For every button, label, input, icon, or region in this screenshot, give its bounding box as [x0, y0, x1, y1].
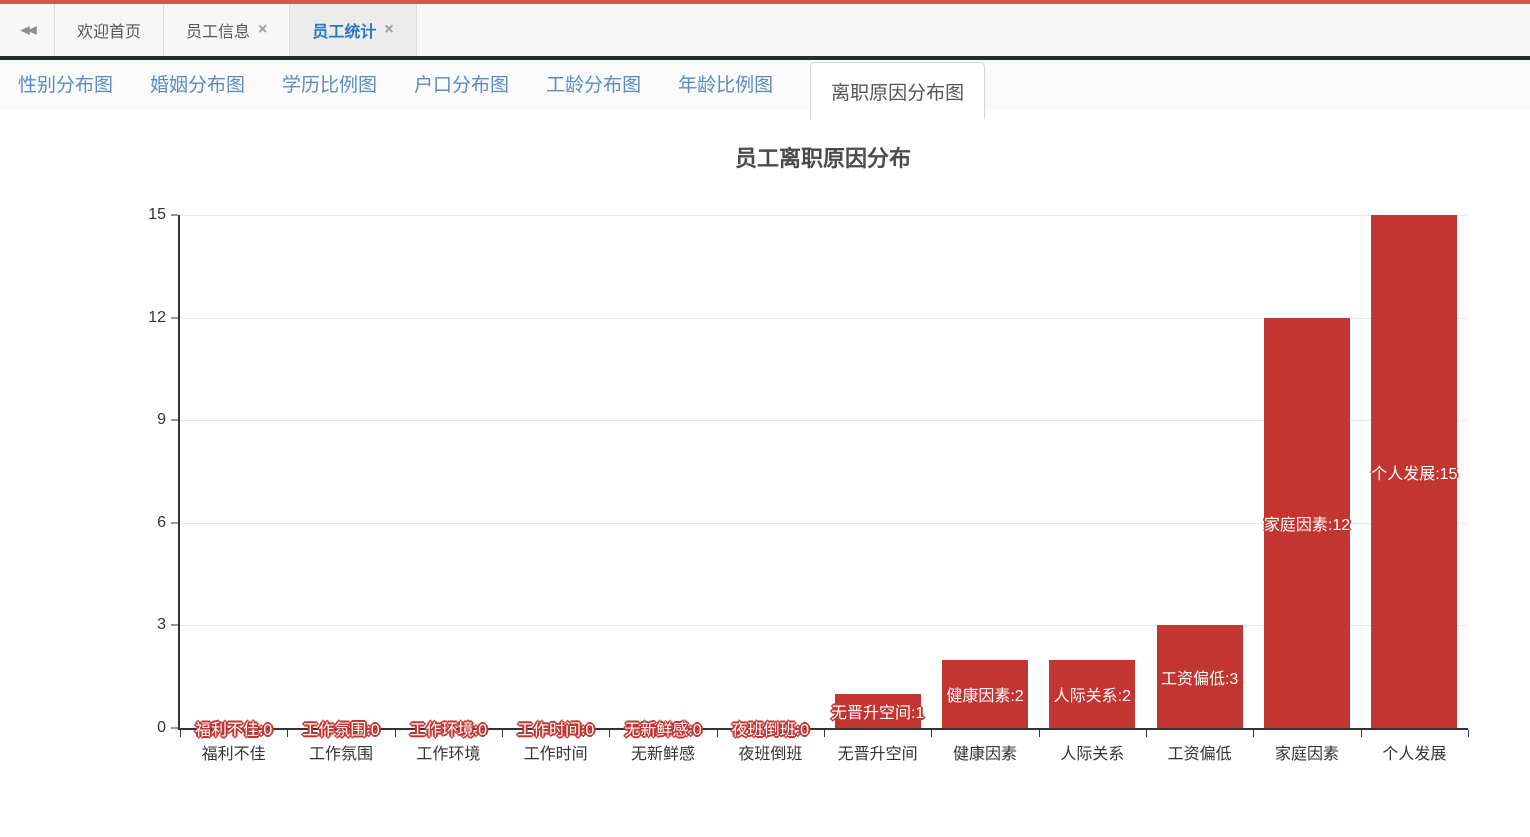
bar[interactable] — [942, 659, 1028, 728]
x-axis-tick — [1038, 730, 1040, 737]
y-axis-tick — [171, 214, 178, 216]
chart-title: 员工离职原因分布 — [734, 146, 911, 171]
bar[interactable] — [1264, 317, 1350, 728]
bar[interactable] — [834, 693, 921, 728]
y-axis-tick — [171, 419, 178, 421]
x-axis-category-label: 无晋升空间 — [837, 746, 918, 763]
subtab-marriage-distribution[interactable]: 婚姻分布图 — [150, 75, 246, 96]
close-icon[interactable]: × — [384, 21, 394, 38]
subtab-education-ratio[interactable]: 学历比例图 — [282, 75, 378, 96]
bar-value-label: 无新鲜感:0 — [624, 722, 702, 739]
bar-value-label: 个人发展:15 — [1371, 465, 1458, 483]
chart-type-tab-bar: 性别分布图 婚姻分布图 学历比例图 户口分布图 工龄分布图 年龄比例图 离职原因… — [0, 60, 1530, 119]
x-axis-category-label: 工作氛围 — [308, 746, 374, 763]
y-axis-tick — [171, 522, 178, 524]
x-axis-category-label: 无新鲜感 — [630, 746, 696, 763]
tabs-collapse-button[interactable]: ◀◀ — [0, 4, 55, 56]
bar-value-label: 家庭因素:12 — [1263, 516, 1351, 534]
x-axis-category-label: 个人发展 — [1382, 746, 1447, 763]
top-accent-bar — [0, 0, 1530, 4]
y-axis-label: 9 — [157, 411, 166, 429]
bar[interactable] — [1156, 625, 1243, 728]
x-axis-category-label: 家庭因素 — [1274, 746, 1340, 763]
bar-value-label: 夜班倒班:0 — [731, 722, 810, 739]
x-axis-category-label: 工作环境 — [416, 746, 481, 763]
gridline — [180, 522, 1468, 524]
window-tab-label: 员工统计 — [312, 24, 377, 41]
bar-chart-plot-area: 0 3 6 9 12 15 福利不佳:0 福利不佳 工作氛围:0 工作氛围 工作环境:0 工作环境 工作… — [148, 206, 1469, 763]
bar-value-label: 工作时间:0 — [516, 722, 595, 739]
bar-value-label: 无晋升空间:1 — [830, 704, 925, 722]
y-axis-label: 3 — [157, 616, 166, 634]
x-axis-tick — [1360, 730, 1362, 737]
window-tab-label: 欢迎首页 — [77, 24, 142, 41]
x-axis-tick — [1468, 730, 1469, 737]
gridline — [180, 317, 1468, 319]
window-tab-bar: ◀◀ 欢迎首页 员工信息 × 员工统计 × — [0, 4, 1530, 60]
y-axis-label: 12 — [148, 308, 166, 326]
bar-value-label: 健康因素:2 — [946, 687, 1024, 705]
double-chevron-left-icon: ◀◀ — [20, 22, 37, 37]
x-axis-tick — [609, 730, 611, 737]
bar[interactable] — [1371, 215, 1458, 728]
x-axis-tick — [394, 730, 396, 737]
x-axis-tick — [1253, 730, 1255, 737]
window-tab-label: 员工信息 — [186, 24, 251, 41]
gridline — [180, 420, 1468, 422]
y-axis-label: 15 — [148, 206, 166, 223]
x-axis-category-label: 福利不佳 — [201, 746, 266, 763]
subtab-household-distribution[interactable]: 户口分布图 — [414, 75, 510, 96]
gridline — [180, 215, 1468, 216]
x-axis-tick — [824, 730, 825, 737]
bar-value-label: 工作氛围:0 — [302, 722, 380, 739]
bar-value-label: 福利不佳:0 — [194, 722, 273, 739]
y-axis-tick — [171, 317, 178, 319]
y-axis-label: 0 — [157, 719, 166, 736]
bar[interactable] — [1049, 659, 1136, 728]
gridline — [180, 625, 1468, 627]
subtab-resignation-reason-distribution[interactable]: 离职原因分布图 — [810, 62, 986, 119]
bar-value-label: 工作环境:0 — [409, 722, 488, 739]
x-axis-tick — [180, 730, 181, 737]
x-axis-category-label: 夜班倒班 — [738, 746, 803, 763]
subtab-seniority-distribution[interactable]: 工龄分布图 — [546, 75, 642, 96]
x-axis-category-label: 健康因素 — [952, 746, 1018, 763]
window-tab-employee-info[interactable]: 员工信息 × — [164, 4, 291, 56]
x-axis-tick — [1146, 730, 1147, 737]
subtab-age-ratio[interactable]: 年龄比例图 — [678, 75, 774, 96]
x-axis-tick — [287, 730, 289, 737]
y-axis-tick — [171, 727, 178, 729]
bar-value-label: 工资偏低:3 — [1160, 670, 1239, 688]
bar-value-label: 人际关系:2 — [1053, 687, 1132, 705]
x-axis-tick — [716, 730, 718, 737]
subtab-gender-distribution[interactable]: 性别分布图 — [18, 75, 114, 96]
close-icon[interactable]: × — [258, 21, 268, 38]
y-axis-label: 6 — [157, 513, 166, 531]
x-axis-category-label: 工作时间 — [523, 746, 588, 763]
x-axis-category-label: 工资偏低 — [1167, 746, 1232, 763]
window-tab-home[interactable]: 欢迎首页 — [55, 4, 165, 56]
y-axis-tick — [171, 624, 178, 626]
x-axis-category-label: 人际关系 — [1060, 746, 1125, 763]
window-tab-employee-stats[interactable]: 员工统计 × — [290, 4, 417, 56]
x-axis-tick — [502, 730, 503, 737]
x-axis-tick — [931, 730, 933, 737]
